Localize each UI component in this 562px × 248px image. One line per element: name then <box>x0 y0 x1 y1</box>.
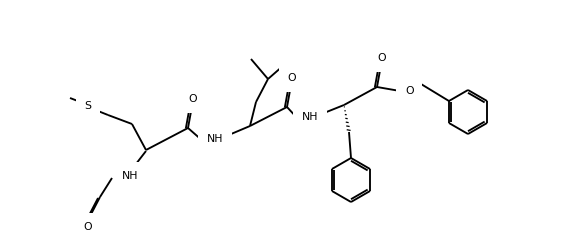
Text: NH: NH <box>302 112 318 122</box>
Text: O: O <box>405 86 414 96</box>
Text: NH: NH <box>207 134 223 144</box>
Text: O: O <box>378 53 386 63</box>
Text: S: S <box>84 101 92 111</box>
Text: O: O <box>84 222 92 232</box>
Text: NH: NH <box>122 171 138 181</box>
Text: O: O <box>288 73 296 83</box>
Text: O: O <box>189 94 197 104</box>
